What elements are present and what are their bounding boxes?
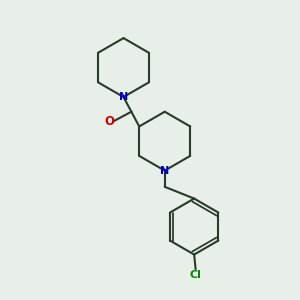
Text: N: N xyxy=(160,166,169,176)
Text: O: O xyxy=(105,115,115,128)
Text: N: N xyxy=(119,92,128,102)
Text: Cl: Cl xyxy=(190,269,202,280)
